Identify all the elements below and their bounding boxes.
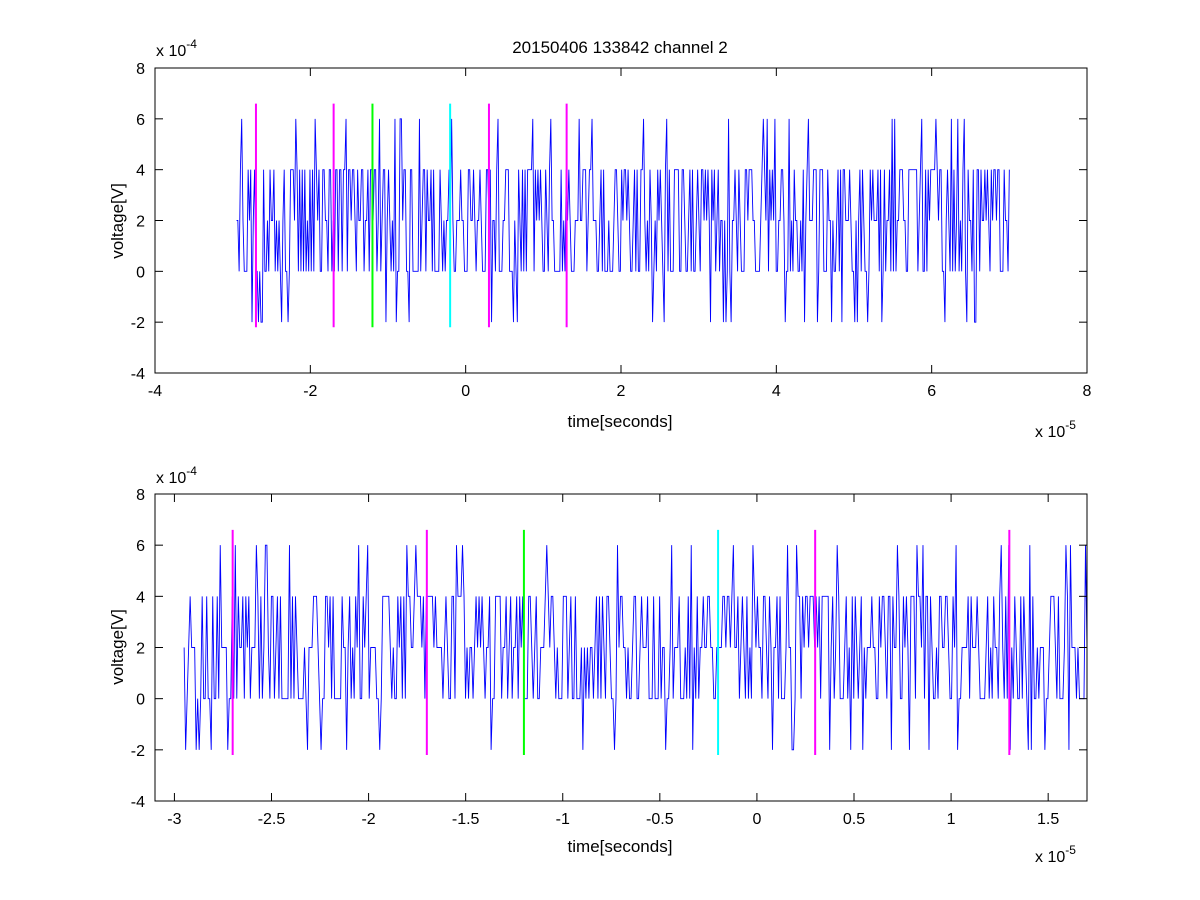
top-plot-xtick-label: 4 (772, 383, 781, 400)
top-plot-ytick-label: -2 (131, 315, 145, 332)
top-plot: -4 -2 0 2 4 6 8 -4 -2 0 2 4 6 8 time[seconds] voltage… (108, 37, 1092, 441)
top-plot-markers (254, 103, 568, 328)
bottom-plot-series (183, 544, 1088, 751)
top-plot-xtick-label: 8 (1083, 383, 1092, 400)
top-plot-xtick-label: 2 (617, 383, 626, 400)
top-plot-y-multiplier-exp: -4 (186, 37, 197, 51)
bottom-plot-axes: -3 -2.5 -2 -1.5 -1 -0.5 0 0.5 1 1.5 -4 -2 0 2 4 6 8 (131, 487, 1088, 828)
top-plot-y-multiplier-base: x 10 (156, 43, 186, 60)
top-plot-series (236, 118, 1010, 323)
bottom-plot-xtick-label: 0.5 (843, 811, 865, 828)
top-plot-ytick-label: 8 (136, 61, 145, 78)
bottom-plot-xtick-label: 0 (752, 811, 761, 828)
top-plot-ytick-label: 0 (136, 264, 145, 281)
bottom-plot-xtick-label: 1.5 (1037, 811, 1059, 828)
bottom-plot-xtick-label: -0.5 (646, 811, 674, 828)
bottom-plot-x-multiplier: x 10-5 (1035, 843, 1076, 866)
bottom-plot-ylabel: voltage[V] (108, 609, 127, 685)
bottom-plot-ytick-label: -4 (131, 794, 145, 811)
bottom-plot-xtick-label: -3 (167, 811, 181, 828)
bottom-plot-series-line (183, 544, 1088, 751)
top-plot-xtick-label: 0 (461, 383, 470, 400)
bottom-plot-markers (231, 529, 1011, 755)
top-plot-x-multiplier: x 10-5 (1035, 418, 1076, 441)
top-plot-x-multiplier-base: x 10 (1035, 424, 1065, 441)
top-plot-xtick-label: 6 (927, 383, 936, 400)
bottom-plot-ytick-label: 8 (136, 487, 145, 504)
top-plot-xtick-label: -2 (303, 383, 317, 400)
bottom-plot-xtick-label: -2 (361, 811, 375, 828)
bottom-plot-y-multiplier-exp: -4 (186, 464, 197, 478)
bottom-plot-xtick-label: -2.5 (258, 811, 286, 828)
top-plot-ytick-label: 2 (136, 214, 145, 231)
bottom-plot-ytick-label: 2 (136, 641, 145, 658)
bottom-plot-x-multiplier-base: x 10 (1035, 849, 1065, 866)
top-plot-x-multiplier-exp: -5 (1065, 418, 1076, 432)
top-plot-ytick-label: -4 (131, 366, 145, 383)
top-plot-ylabel: voltage[V] (108, 183, 127, 259)
bottom-plot-xtick-label: -1 (556, 811, 570, 828)
bottom-plot-xtick-label: -1.5 (452, 811, 480, 828)
bottom-plot-ytick-label: 4 (136, 589, 145, 606)
top-plot-ytick-label: 4 (136, 163, 145, 180)
top-plot-ytick-label: 6 (136, 112, 145, 129)
top-plot-axes: -4 -2 0 2 4 6 8 -4 -2 0 2 4 6 8 (131, 61, 1092, 400)
bottom-plot: -3 -2.5 -2 -1.5 -1 -0.5 0 0.5 1 1.5 -4 -2 0 2 4 6 8 time… (108, 464, 1088, 866)
bottom-plot-xlabel: time[seconds] (568, 837, 673, 856)
top-plot-xtick-label: -4 (148, 383, 162, 400)
top-plot-series-line (236, 118, 1010, 323)
bottom-plot-y-multiplier-base: x 10 (156, 470, 186, 487)
bottom-plot-y-multiplier: x 10-4 (156, 464, 197, 487)
bottom-plot-xtick-label: 1 (947, 811, 956, 828)
bottom-plot-ytick-label: -2 (131, 743, 145, 760)
top-plot-xlabel: time[seconds] (568, 412, 673, 431)
top-plot-y-multiplier: x 10-4 (156, 37, 197, 60)
bottom-plot-ytick-label: 6 (136, 538, 145, 555)
bottom-plot-ytick-label: 0 (136, 692, 145, 709)
figure-title: 20150406 133842 channel 2 (512, 38, 728, 57)
bottom-plot-x-multiplier-exp: -5 (1065, 843, 1076, 857)
